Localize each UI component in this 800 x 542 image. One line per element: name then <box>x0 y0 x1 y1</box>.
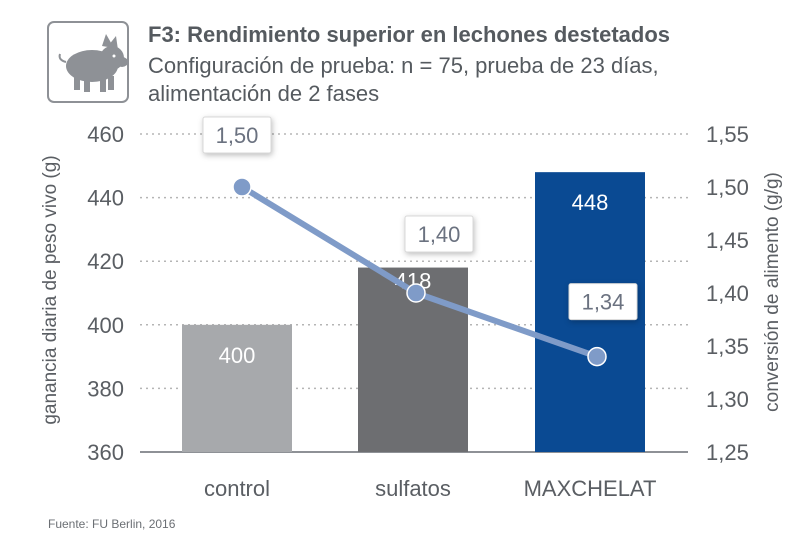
pig-icon <box>47 21 129 103</box>
conversion-value-label: 1,40 <box>418 222 461 247</box>
category-label: MAXCHELAT <box>524 476 657 501</box>
chart-subtitle-line-2: alimentación de 2 fases <box>148 81 379 106</box>
y-axis-label-right: conversión de alimento (g/g) <box>762 172 783 412</box>
conversion-label-box <box>568 283 638 321</box>
bar-value-label: 448 <box>572 190 609 215</box>
right-tick-label: 1,30 <box>706 387 749 412</box>
category-labels: control sulfatos MAXCHELAT <box>204 476 656 501</box>
y-axis-label-left: ganancia diaria de peso vivo (g) <box>40 155 61 424</box>
right-tick-label: 1,25 <box>706 440 749 465</box>
category-label: sulfatos <box>375 476 451 501</box>
bar-control <box>182 324 292 452</box>
conversion-value-label: 1,50 <box>216 123 259 148</box>
chart-subtitle-line-1: Configuración de prueba: n = 75, prueba … <box>148 53 659 78</box>
bar-value-label: 400 <box>219 343 256 368</box>
source-note: Fuente: FU Berlin, 2016 <box>48 517 176 531</box>
left-tick-label: 440 <box>87 186 124 211</box>
left-tick-label: 420 <box>87 249 124 274</box>
right-tick-label: 1,50 <box>706 175 749 200</box>
right-tick-label: 1,40 <box>706 281 749 306</box>
conversion-label-box <box>202 116 272 154</box>
right-tick-label: 1,35 <box>706 334 749 359</box>
conversion-value-label: 1,34 <box>582 290 625 315</box>
left-tick-label: 360 <box>87 440 124 465</box>
left-tick-label: 400 <box>87 313 124 338</box>
right-tick-label: 1,45 <box>706 228 749 253</box>
conversion-point <box>232 177 252 197</box>
category-label: control <box>204 476 270 501</box>
conversion-point <box>406 283 426 303</box>
chart-title: F3: Rendimiento superior en lechones des… <box>148 22 670 47</box>
left-tick-label: 460 <box>87 122 124 147</box>
right-tick-label: 1,55 <box>706 122 749 147</box>
left-tick-label: 380 <box>87 376 124 401</box>
conversion-line: 1,50 1,40 1,34 <box>202 116 638 367</box>
left-axis-ticks: 460 440 420 400 380 360 <box>87 122 124 465</box>
conversion-label-box <box>404 215 474 253</box>
right-axis-ticks: 1,55 1,50 1,45 1,40 1,35 1,30 1,25 <box>706 122 749 465</box>
conversion-point <box>587 346 607 367</box>
